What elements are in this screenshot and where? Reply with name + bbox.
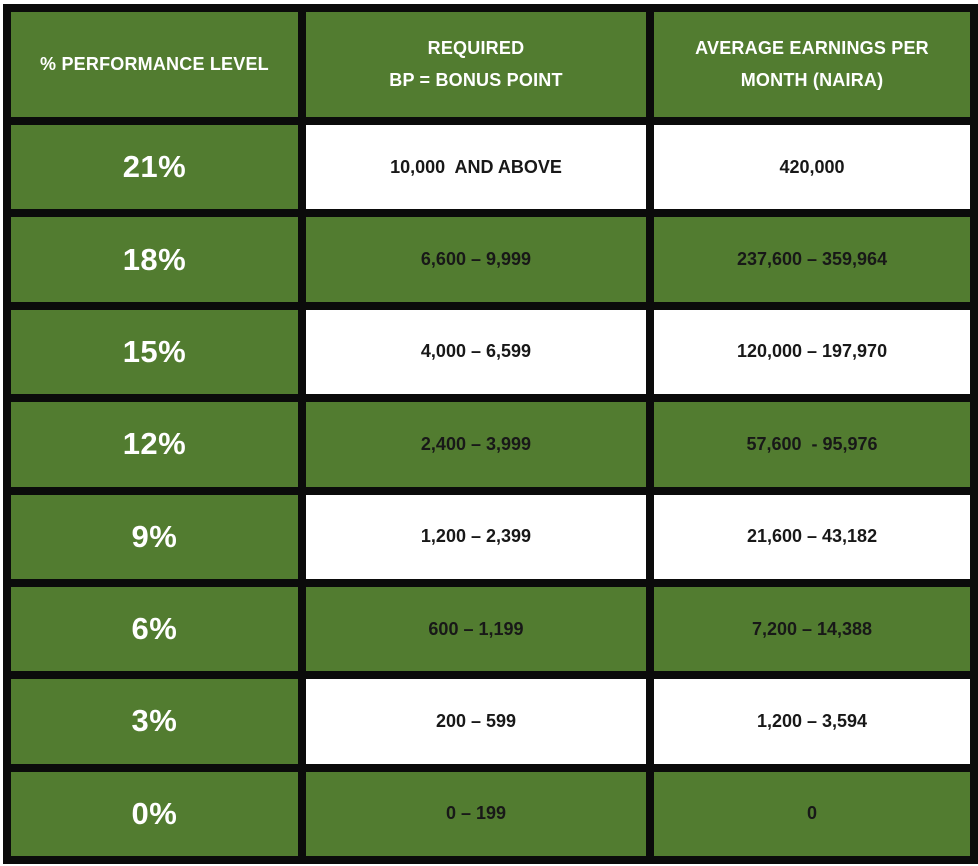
performance-table: % PERFORMANCE LEVEL REQUIRED BP = BONUS …: [3, 4, 978, 865]
table-row: 6% 600 – 1,199 7,200 – 14,388: [3, 578, 978, 680]
performance-level-cell: 0%: [3, 763, 306, 865]
header-label: % PERFORMANCE LEVEL: [40, 53, 269, 74]
earnings-cell: 237,600 – 359,964: [646, 209, 978, 310]
earnings-cell: 120,000 – 197,970: [646, 301, 978, 403]
performance-level-cell: 3%: [3, 671, 306, 772]
required-bp-cell: 10,000 AND ABOVE: [297, 116, 655, 218]
header-label-line: MONTH (NAIRA): [740, 69, 884, 90]
performance-level-cell: 6%: [3, 578, 306, 680]
earnings-cell: 0: [646, 763, 978, 865]
required-bp-cell: 4,000 – 6,599: [297, 301, 655, 403]
required-bp-cell: 600 – 1,199: [297, 578, 655, 680]
table-row: 9% 1,200 – 2,399 21,600 – 43,182: [3, 486, 978, 587]
header-row: % PERFORMANCE LEVEL REQUIRED BP = BONUS …: [3, 4, 978, 125]
earnings-cell: 21,600 – 43,182: [646, 486, 978, 587]
table-row: 12% 2,400 – 3,999 57,600 - 95,976: [3, 394, 978, 495]
required-bp-cell: 2,400 – 3,999: [297, 394, 655, 495]
required-bp-cell: 6,600 – 9,999: [297, 209, 655, 310]
table-row: 18% 6,600 – 9,999 237,600 – 359,964: [3, 209, 978, 310]
header-label-line: AVERAGE EARNINGS PER: [695, 38, 929, 58]
required-bp-cell: 200 – 599: [297, 671, 655, 772]
performance-level-cell: 15%: [3, 301, 306, 403]
performance-level-cell: 12%: [3, 394, 306, 495]
required-bp-cell: 1,200 – 2,399: [297, 486, 655, 587]
table-row: 21% 10,000 AND ABOVE 420,000: [3, 116, 978, 218]
earnings-cell: 7,200 – 14,388: [646, 578, 978, 680]
earnings-cell: 420,000: [646, 116, 978, 218]
performance-level-cell: 18%: [3, 209, 306, 310]
header-performance-level: % PERFORMANCE LEVEL: [3, 4, 306, 125]
earnings-cell: 57,600 - 95,976: [646, 394, 978, 495]
required-bp-cell: 0 – 199: [297, 763, 655, 865]
header-label-line: REQUIRED: [427, 38, 525, 58]
performance-level-cell: 21%: [3, 116, 306, 218]
header-required-bp: REQUIRED BP = BONUS POINT: [297, 4, 655, 125]
performance-level-cell: 9%: [3, 486, 306, 587]
table-row: 0% 0 – 199 0: [3, 763, 978, 865]
table-row: 15% 4,000 – 6,599 120,000 – 197,970: [3, 301, 978, 403]
earnings-cell: 1,200 – 3,594: [646, 671, 978, 772]
header-label-line: BP = BONUS POINT: [389, 69, 563, 90]
table-row: 3% 200 – 599 1,200 – 3,594: [3, 671, 978, 772]
header-average-earnings: AVERAGE EARNINGS PER MONTH (NAIRA): [646, 4, 978, 125]
